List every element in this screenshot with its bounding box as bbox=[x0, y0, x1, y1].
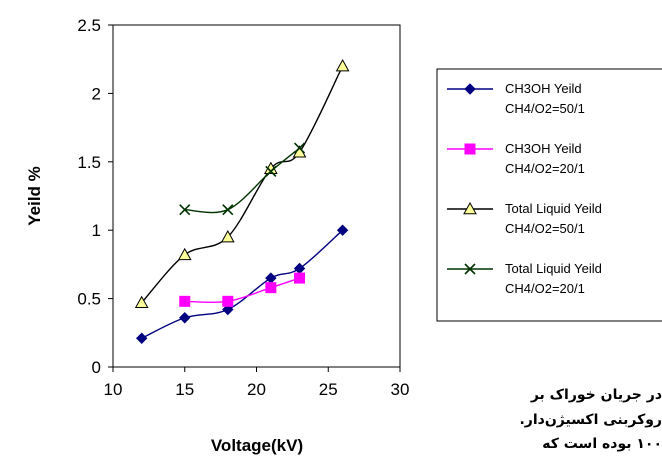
y-tick-label: 1 bbox=[92, 221, 101, 240]
legend-sublabel: CH4/O2=50/1 bbox=[505, 221, 585, 236]
body-text-line-3: ۱۰۰ بوده است که bbox=[542, 436, 662, 452]
series-2-point bbox=[222, 295, 234, 307]
legend-sublabel: CH4/O2=20/1 bbox=[505, 281, 585, 296]
series-1-point bbox=[293, 262, 306, 275]
series-3-point bbox=[335, 59, 350, 72]
series-4-point-stroke-b bbox=[222, 204, 234, 216]
series-1 bbox=[135, 224, 349, 344]
legend-marker bbox=[464, 263, 476, 275]
series-3-point bbox=[134, 295, 149, 309]
legend: CH3OH Yeild CH4/O2=50/1 CH3OH Yeild CH4/O2=… bbox=[436, 68, 662, 322]
y-tick-label: 1.5 bbox=[77, 153, 101, 172]
series-4-point bbox=[265, 165, 277, 177]
x-tick-label: 25 bbox=[319, 380, 338, 399]
series-2 bbox=[179, 272, 306, 307]
series-1-point bbox=[336, 224, 349, 236]
series-4 bbox=[179, 142, 306, 216]
series-4-line bbox=[184, 147, 300, 214]
legend-marker bbox=[464, 143, 476, 155]
series-3 bbox=[134, 59, 350, 309]
series-4-point-stroke-b bbox=[293, 142, 306, 154]
body-text-line-1: در جریان خوراک بر bbox=[530, 387, 662, 403]
series-2-point bbox=[294, 272, 306, 284]
y-tick-label: 2 bbox=[92, 84, 101, 103]
legend-sublabel: CH4/O2=50/1 bbox=[505, 101, 585, 116]
plot-area bbox=[112, 24, 401, 368]
series-4-point bbox=[293, 142, 306, 154]
series-1-point bbox=[222, 303, 234, 316]
series-4-point-stroke-b bbox=[265, 165, 277, 177]
x-axis: 10 15 20 25 30 bbox=[104, 367, 410, 399]
legend-label: CH3OH Yeild bbox=[505, 141, 582, 156]
series-1-point bbox=[179, 312, 191, 324]
y-axis: 0 0.5 1 1.5 2 2.5 bbox=[77, 16, 113, 377]
legend-entry-1: CH3OH Yeild CH4/O2=50/1 bbox=[447, 81, 585, 116]
y-tick-label: 2.5 bbox=[77, 16, 101, 35]
legend-entry-3: Total Liquid Yeild CH4/O2=50/1 bbox=[447, 201, 602, 236]
x-tick-label: 15 bbox=[175, 380, 194, 399]
series-1-point bbox=[135, 332, 148, 344]
y-tick-label: 0.5 bbox=[77, 290, 101, 309]
series-2-point bbox=[265, 282, 277, 294]
plot-frame bbox=[112, 24, 401, 368]
series-4-point bbox=[222, 204, 234, 216]
x-axis-title: Voltage(kV) bbox=[211, 436, 303, 455]
legend-sublabel: CH4/O2=20/1 bbox=[505, 161, 585, 176]
y-axis-title: Yeild % bbox=[25, 166, 44, 226]
series-4-point-stroke-b bbox=[179, 204, 191, 216]
x-tick-label: 20 bbox=[247, 380, 266, 399]
x-tick-label: 10 bbox=[104, 380, 123, 399]
legend-entry-4: Total Liquid Yeild CH4/O2=20/1 bbox=[447, 261, 602, 296]
series-3-point bbox=[220, 230, 235, 243]
legend-marker bbox=[463, 201, 477, 215]
legend-entry-2: CH3OH Yeild CH4/O2=20/1 bbox=[447, 141, 585, 176]
series-2-line bbox=[184, 277, 300, 304]
series-1-point bbox=[265, 272, 277, 284]
legend-label: Total Liquid Yeild bbox=[505, 201, 602, 216]
body-text-line-2: روکربنی اکسیژن‌دار. bbox=[519, 412, 662, 428]
legend-label: CH3OH Yeild bbox=[505, 81, 582, 96]
series-3-line bbox=[141, 65, 344, 304]
y-tick-label: 0 bbox=[92, 358, 101, 377]
series-4-point bbox=[179, 204, 191, 216]
legend-marker bbox=[464, 83, 476, 95]
series-3-point bbox=[177, 247, 192, 261]
legend-box bbox=[436, 68, 662, 322]
series-1-line bbox=[141, 229, 344, 339]
legend-label: Total Liquid Yeild bbox=[505, 261, 602, 276]
x-tick-label: 30 bbox=[391, 380, 410, 399]
series-2-point bbox=[179, 295, 191, 307]
series-layer bbox=[134, 59, 350, 344]
legend-marker-stroke-b bbox=[464, 263, 476, 275]
